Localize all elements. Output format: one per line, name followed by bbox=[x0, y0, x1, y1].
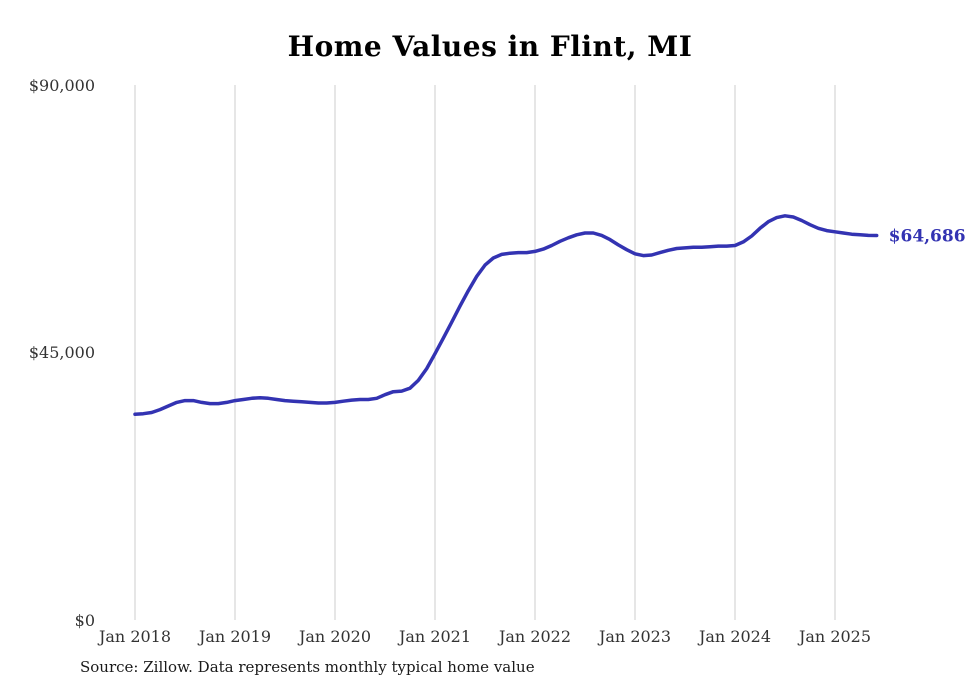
y-tick-90000: $90,000 bbox=[29, 76, 95, 95]
x-tick-label: Jan 2022 bbox=[497, 627, 571, 646]
x-tick-label: Jan 2018 bbox=[97, 627, 171, 646]
y-tick-45000: $45,000 bbox=[29, 343, 95, 362]
chart-title: Home Values in Flint, MI bbox=[287, 30, 693, 63]
x-tick-label: Jan 2020 bbox=[297, 627, 371, 646]
x-tick-label: Jan 2019 bbox=[197, 627, 271, 646]
x-tick-label: Jan 2023 bbox=[597, 627, 671, 646]
x-tick-label: Jan 2021 bbox=[397, 627, 471, 646]
x-axis-labels: Jan 2018 Jan 2019 Jan 2020 Jan 2021 Jan 2022… bbox=[97, 627, 871, 646]
x-tick-label: Jan 2025 bbox=[797, 627, 871, 646]
gridlines bbox=[134, 85, 836, 620]
y-axis-labels: $90,000 $45,000 $0 bbox=[29, 76, 95, 630]
x-tick-label: Jan 2024 bbox=[697, 627, 771, 646]
end-value-label: $64,686 bbox=[889, 226, 966, 246]
home-value-line bbox=[133, 214, 879, 417]
y-tick-0: $0 bbox=[75, 611, 95, 630]
source-note: Source: Zillow. Data represents monthly … bbox=[80, 658, 535, 676]
